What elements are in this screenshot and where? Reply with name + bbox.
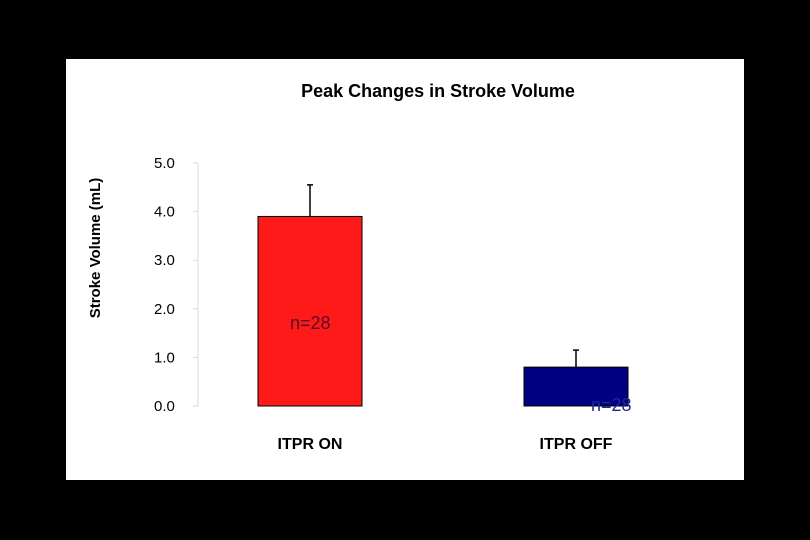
bars-group: n=28 n=28 <box>257 184 632 415</box>
bar-itpr-on <box>257 215 363 407</box>
y-axis-label: Stroke Volume (mL) <box>87 178 104 319</box>
y-axis-ticks: 0.0 1.0 2.0 3.0 4.0 5.0 <box>154 155 198 415</box>
y-tick-label: 3.0 <box>154 252 175 269</box>
x-category-label: ITPR ON <box>278 436 343 453</box>
sample-size-annotation: n=28 <box>290 313 331 333</box>
bar-chart: Peak Changes in Stroke Volume Stroke Vol… <box>87 81 632 453</box>
x-axis-labels: ITPR ON ITPR OFF <box>278 436 613 453</box>
bar-itpr-off <box>523 366 629 407</box>
x-category-label: ITPR OFF <box>540 436 613 453</box>
y-tick-label: 1.0 <box>154 349 175 366</box>
y-tick-label: 5.0 <box>154 155 175 172</box>
chart-card: Peak Changes in Stroke Volume Stroke Vol… <box>66 59 744 480</box>
y-tick-label: 0.0 <box>154 398 175 415</box>
chart-title: Peak Changes in Stroke Volume <box>301 81 575 101</box>
sample-size-annotation: n=28 <box>591 395 632 415</box>
y-tick-label: 2.0 <box>154 301 175 318</box>
y-tick-label: 4.0 <box>154 204 175 221</box>
